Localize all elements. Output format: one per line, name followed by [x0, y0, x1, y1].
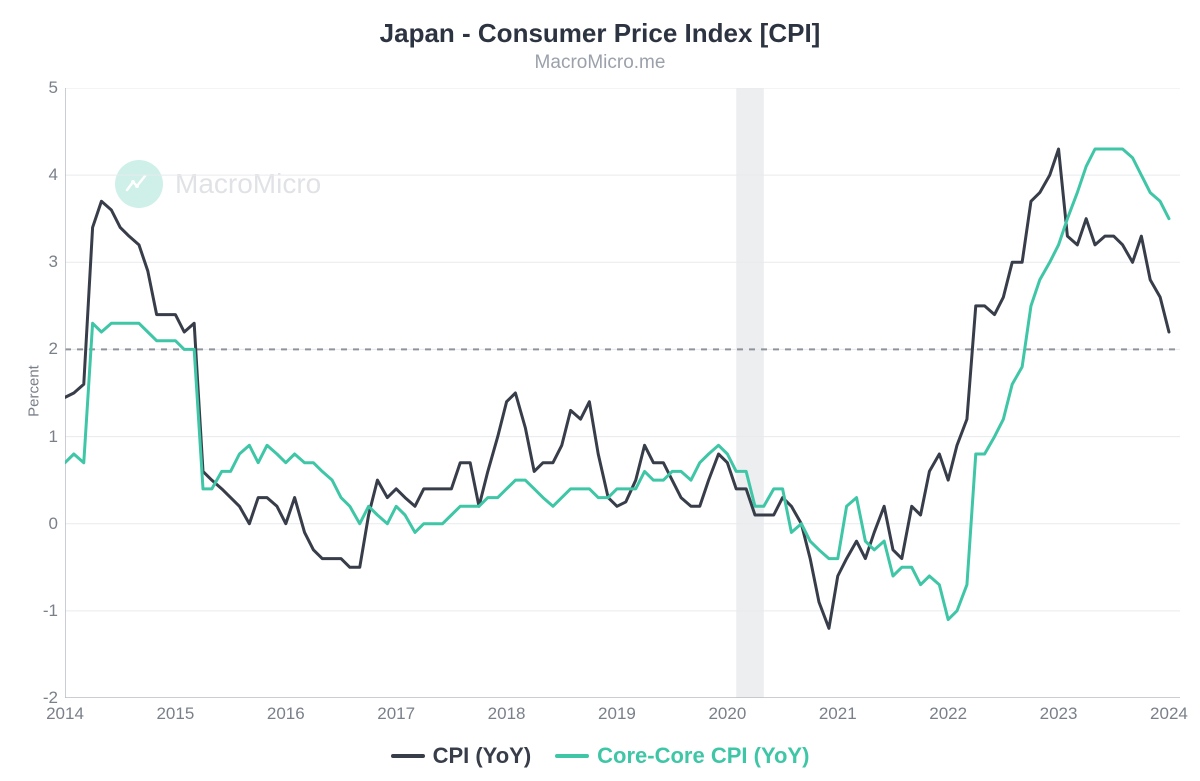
x-tick-label: 2016 [267, 704, 305, 724]
x-tick-label: 2023 [1040, 704, 1078, 724]
legend: CPI (YoY) Core-Core CPI (YoY) [0, 738, 1200, 769]
chart-container: Japan - Consumer Price Index [CPI] Macro… [0, 0, 1200, 781]
x-tick-label: 2024 [1150, 704, 1188, 724]
legend-item: Core-Core CPI (YoY) [555, 743, 809, 769]
x-tick-label: 2022 [929, 704, 967, 724]
x-tick-label: 2015 [156, 704, 194, 724]
y-tick-label: -1 [18, 601, 58, 621]
plot-area [65, 88, 1180, 698]
legend-swatch [555, 754, 589, 758]
x-tick-label: 2017 [377, 704, 415, 724]
chart-title: Japan - Consumer Price Index [CPI] [0, 18, 1200, 49]
y-tick-label: 3 [18, 252, 58, 272]
chart-subtitle: MacroMicro.me [0, 52, 1200, 74]
y-tick-label: 2 [18, 339, 58, 359]
x-tick-label: 2014 [46, 704, 84, 724]
legend-label: Core-Core CPI (YoY) [597, 743, 809, 769]
x-tick-label: 2021 [819, 704, 857, 724]
y-tick-label: 1 [18, 427, 58, 447]
legend-item: CPI (YoY) [391, 743, 532, 769]
x-tick-label: 2019 [598, 704, 636, 724]
legend-swatch [391, 754, 425, 758]
x-tick-label: 2020 [708, 704, 746, 724]
y-tick-label: 0 [18, 514, 58, 534]
y-axis-label: Percent [25, 365, 42, 417]
y-tick-label: 4 [18, 165, 58, 185]
legend-label: CPI (YoY) [433, 743, 532, 769]
x-tick-label: 2018 [488, 704, 526, 724]
y-tick-label: 5 [18, 78, 58, 98]
